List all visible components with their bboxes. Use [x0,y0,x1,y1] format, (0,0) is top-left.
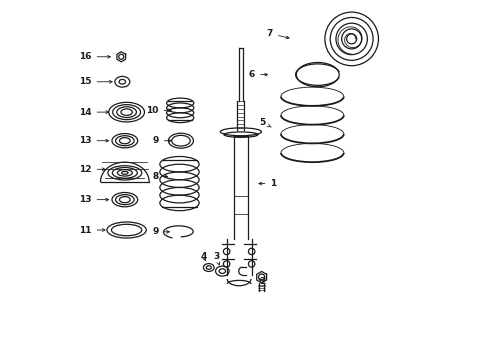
Text: 16: 16 [79,52,110,61]
Text: 10: 10 [146,106,171,115]
Text: 13: 13 [79,136,108,145]
Text: 11: 11 [79,225,105,234]
Text: 2: 2 [259,277,265,286]
Text: 5: 5 [259,118,271,127]
Text: 9: 9 [152,136,171,145]
Text: 14: 14 [79,108,108,117]
Text: 12: 12 [79,165,105,174]
Text: 6: 6 [248,70,267,79]
Text: 8: 8 [152,172,167,181]
Text: 9: 9 [152,227,169,236]
Text: 7: 7 [266,29,288,39]
Text: 4: 4 [200,252,206,261]
Text: 1: 1 [259,179,276,188]
Text: 3: 3 [213,252,219,265]
Text: 13: 13 [79,195,108,204]
Text: 15: 15 [79,77,112,86]
